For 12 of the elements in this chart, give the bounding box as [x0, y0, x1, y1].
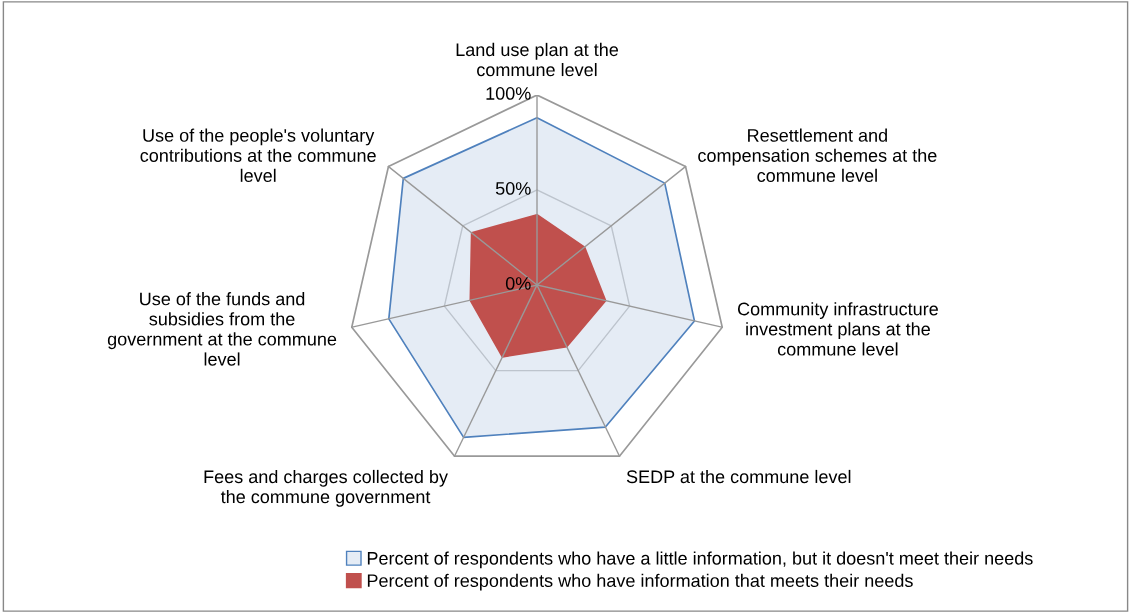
y-tick-label: 50% [495, 182, 531, 195]
spoke-label: Use of the funds and subsidies from the government at the commune level [107, 292, 337, 366]
y-tick-label: 100% [486, 87, 531, 100]
spoke-label: Use of the people's voluntary contributions at the commune level [140, 128, 376, 183]
legend-label: Percent of respondents who have a little information, but it doesn't meet their needs [367, 551, 1033, 569]
spoke-label: Fees and charges collected by the commune government [204, 469, 448, 507]
spoke-label: Community infrastructure investment plans at the commune level [737, 302, 938, 356]
y-tick-label: 0% [505, 277, 531, 290]
spoke-label: SEDP at the commune level [626, 469, 851, 484]
legend-label: Percent of respondents who have information that meets their needs [367, 573, 913, 591]
spoke-label: Resettlement and compensation schemes at the commune level [698, 128, 937, 183]
spoke-label: Land use plan at the commune level [456, 42, 619, 77]
